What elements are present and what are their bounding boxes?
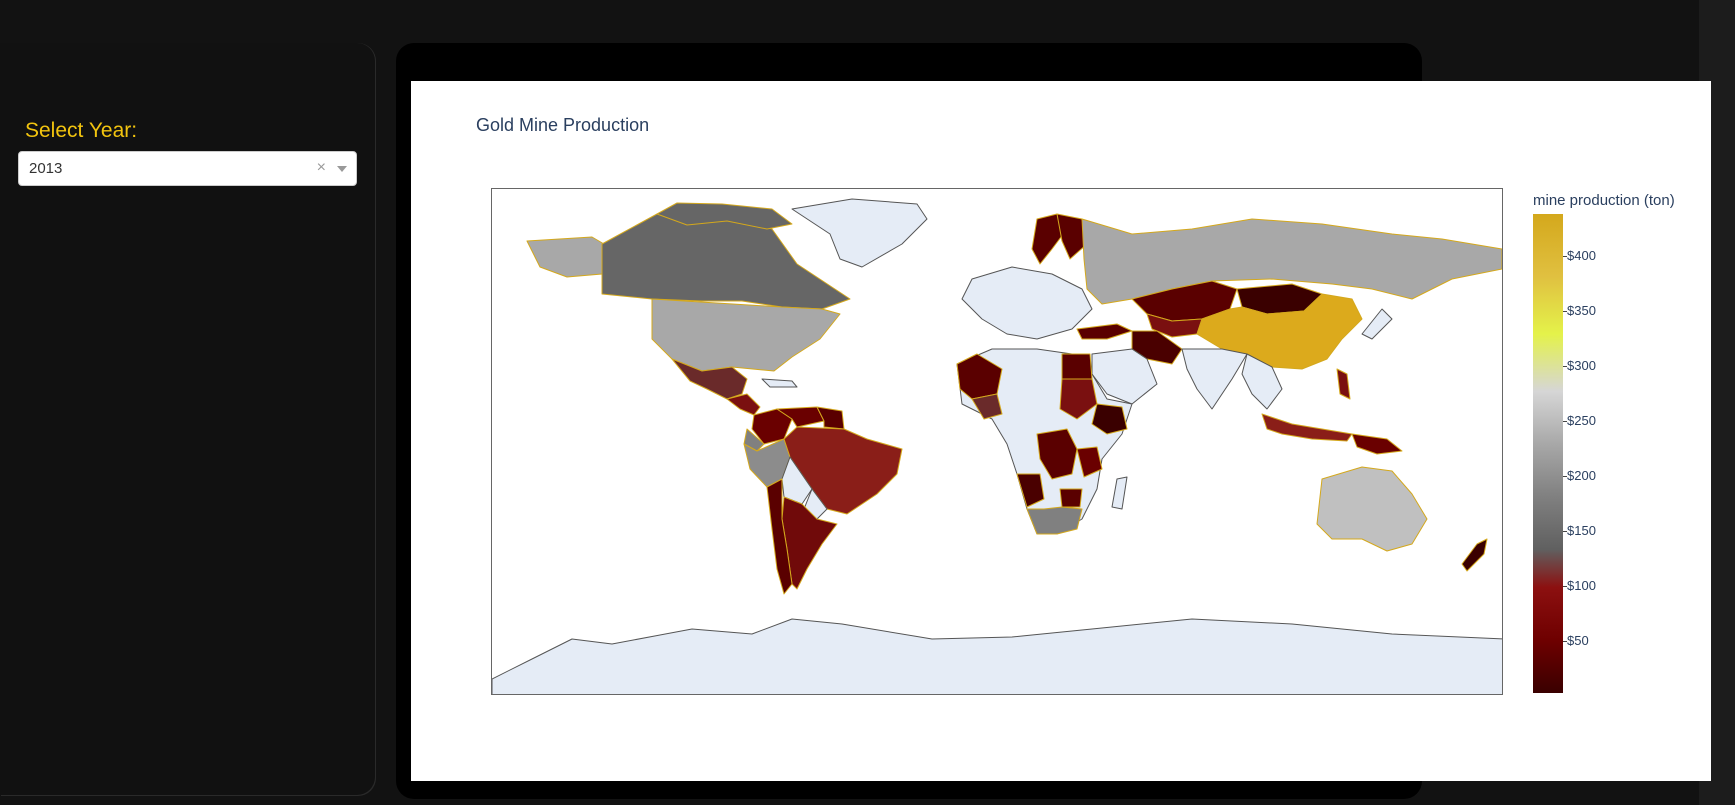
country-caribbean[interactable] bbox=[761, 378, 798, 388]
country-bolivia[interactable] bbox=[781, 456, 813, 505]
country-ethiopia[interactable] bbox=[1091, 403, 1128, 435]
colorbar-title: mine production (ton) bbox=[1533, 192, 1675, 209]
country-canada-islands[interactable] bbox=[656, 202, 793, 230]
figure-title: Gold Mine Production bbox=[476, 115, 650, 135]
country-dr-congo[interactable] bbox=[1036, 428, 1078, 480]
colorbar-tick: $250 bbox=[1567, 413, 1596, 428]
country-india[interactable] bbox=[1181, 348, 1248, 410]
country-angola[interactable] bbox=[1016, 473, 1045, 508]
country-central-america[interactable] bbox=[726, 393, 761, 416]
country-indonesia[interactable] bbox=[1261, 413, 1353, 442]
colorbar-tick: $350 bbox=[1567, 303, 1596, 318]
colorbar-tickmark bbox=[1563, 366, 1567, 367]
colorbar-tickmark bbox=[1563, 531, 1567, 532]
country-papua-new-guinea[interactable] bbox=[1351, 433, 1403, 455]
country-south-africa[interactable] bbox=[1026, 506, 1083, 535]
colorbar-tick: $300 bbox=[1567, 358, 1596, 373]
country-new-zealand[interactable] bbox=[1461, 538, 1488, 572]
colorbar-tick: $100 bbox=[1567, 578, 1596, 593]
colorbar-tickmark bbox=[1563, 641, 1567, 642]
country-chile[interactable] bbox=[766, 478, 793, 595]
country-mexico[interactable] bbox=[671, 358, 748, 400]
country-se-asia[interactable] bbox=[1241, 353, 1283, 410]
year-label: Select Year: bbox=[25, 119, 138, 142]
colorbar-tick: $150 bbox=[1567, 523, 1596, 538]
country-united-states[interactable] bbox=[651, 298, 841, 372]
country-russia[interactable] bbox=[1081, 218, 1502, 305]
chevron-down-icon[interactable] bbox=[337, 166, 347, 172]
colorbar-tick: $200 bbox=[1567, 468, 1596, 483]
colorbar-tick: $400 bbox=[1567, 248, 1596, 263]
country-antarctica[interactable] bbox=[492, 618, 1503, 695]
country-tanzania[interactable] bbox=[1076, 446, 1103, 478]
year-dropdown[interactable]: 2013 × bbox=[18, 151, 357, 186]
country-venezuela[interactable] bbox=[776, 406, 825, 428]
country-zimbabwe[interactable] bbox=[1059, 488, 1083, 508]
colorbar-tickmark bbox=[1563, 476, 1567, 477]
country-greenland[interactable] bbox=[791, 198, 928, 268]
year-dropdown-value: 2013 bbox=[29, 160, 63, 177]
colorbar-tick: $50 bbox=[1567, 633, 1589, 648]
country-guyana[interactable] bbox=[816, 406, 845, 430]
world-map-svg bbox=[492, 189, 1503, 695]
country-turkey[interactable] bbox=[1076, 323, 1133, 340]
colorbar-tickmark bbox=[1563, 586, 1567, 587]
country-finland[interactable] bbox=[1056, 213, 1088, 260]
clear-icon[interactable]: × bbox=[316, 159, 326, 176]
choropleth-figure: Gold Mine Production bbox=[411, 81, 1711, 781]
country-europe[interactable] bbox=[961, 266, 1093, 340]
country-ghana[interactable] bbox=[971, 393, 1003, 420]
colorbar-tickmark bbox=[1563, 311, 1567, 312]
colorbar-tickmark bbox=[1563, 256, 1567, 257]
colorbar bbox=[1533, 214, 1563, 693]
world-map[interactable] bbox=[491, 188, 1503, 695]
country-philippines[interactable] bbox=[1336, 368, 1351, 400]
country-egypt[interactable] bbox=[1061, 353, 1093, 380]
country-japan[interactable] bbox=[1361, 308, 1393, 340]
colorbar-tickmark bbox=[1563, 421, 1567, 422]
country-madagascar[interactable] bbox=[1111, 476, 1128, 510]
country-australia[interactable] bbox=[1316, 466, 1428, 552]
